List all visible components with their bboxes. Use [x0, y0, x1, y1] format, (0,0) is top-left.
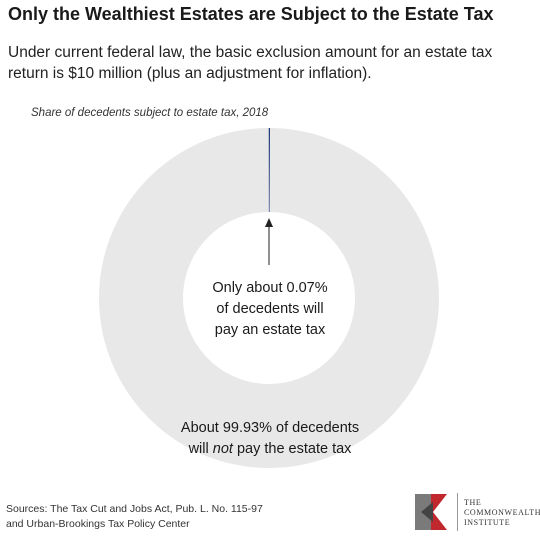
annotation-large-line2-emphasis: not [212, 441, 233, 457]
annotation-not-pay-estate-tax: About 99.93% of decedents will not pay t… [150, 418, 390, 460]
annotation-pay-estate-tax: Only about 0.07% of decedents will pay a… [190, 278, 350, 341]
logo-divider [457, 493, 458, 531]
page-title: Only the Wealthiest Estates are Subject … [8, 4, 494, 24]
annotation-large-line2-pre: will [188, 441, 213, 457]
sources-line1: Sources: The Tax Cut and Jobs Act, Pub. … [6, 503, 263, 515]
annotation-large-line1: About 99.93% of decedents [180, 420, 360, 436]
chart-title: Share of decedents subject to estate tax… [31, 107, 269, 119]
logo-text-line2: COMMONWEALTH [464, 508, 540, 517]
donut-slice-1 [99, 128, 440, 469]
annotation-small-line1: Only about 0.07% [212, 280, 328, 296]
sources-line2: and Urban-Brookings Tax Policy Center [6, 518, 190, 530]
annotation-large-line2-post: pay the estate tax [232, 441, 352, 457]
annotation-small-line2: of decedents will [216, 301, 324, 317]
logo-text-line1: THE [464, 498, 482, 507]
annotation-arrow [265, 218, 273, 265]
logo-text-line3: INSTITUTE [464, 518, 511, 527]
logo-mark-icon [415, 494, 447, 530]
annotation-large-line2: will not pay the estate tax [150, 439, 390, 460]
commonwealth-institute-logo: THE COMMONWEALTH INSTITUTE [411, 490, 540, 534]
logo-text: THE COMMONWEALTH INSTITUTE [464, 498, 540, 528]
page-subtitle: Under current federal law, the basic exc… [8, 44, 493, 82]
annotation-small-line3: pay an estate tax [214, 322, 326, 338]
sources-note: Sources: The Tax Cut and Jobs Act, Pub. … [6, 502, 263, 532]
